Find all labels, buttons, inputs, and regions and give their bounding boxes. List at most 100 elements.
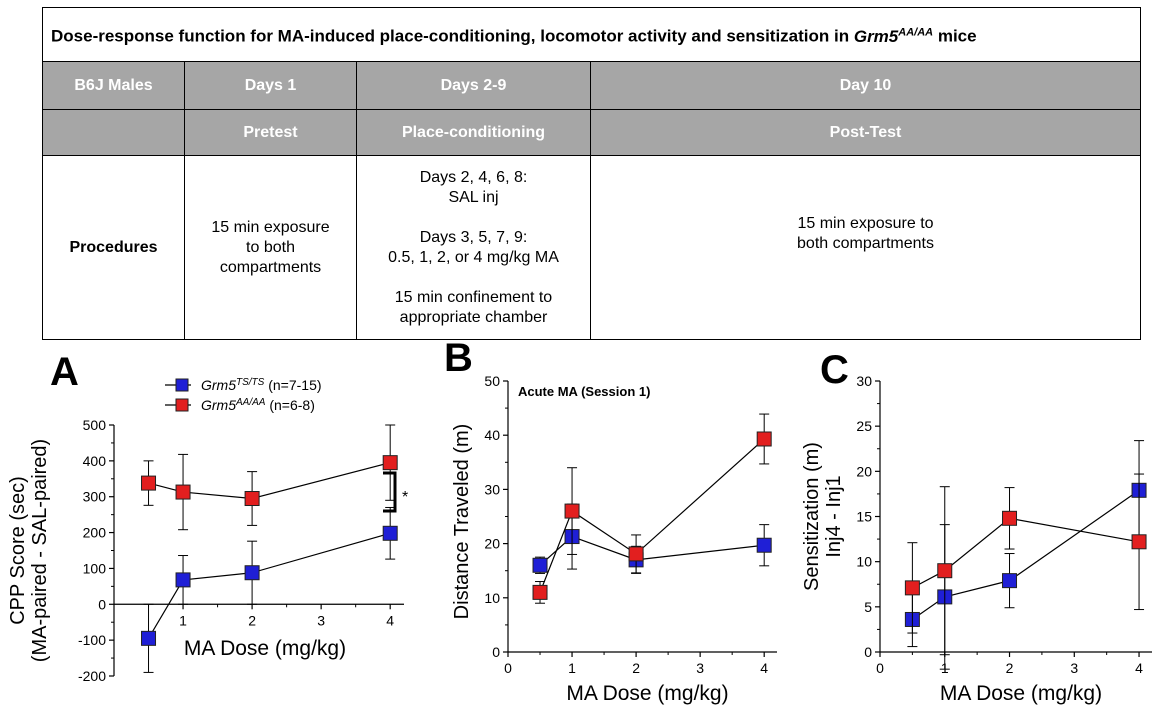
x-axis-label: MA Dose (mg/kg) [184,637,346,660]
legend-label: Grm5TS/TS (n=7-15) [201,377,322,393]
y-tick-label: 10 [856,554,872,570]
series-line [148,462,391,500]
y-tick-label: 200 [83,525,107,541]
x-tick-label: 1 [568,660,576,676]
data-point [382,455,398,471]
legend-label: Grm5AA/AA (n=6-8) [201,397,315,413]
data-point [756,431,772,447]
table-title-strain-sup: AA/AA [898,26,934,39]
significance-star: * [402,489,408,506]
table-title: Dose-response function for MA-induced pl… [41,7,1142,62]
x-tick-label: 4 [386,612,394,628]
x-tick-label: 4 [1135,660,1143,676]
y-tick-label: 500 [83,417,107,433]
x-axis-label: MA Dose (mg/kg) [566,682,728,705]
x-tick-label: 2 [248,612,256,628]
x-tick-label: 3 [1070,660,1078,676]
y-tick-label: 0 [98,596,106,612]
data-point [1002,510,1018,526]
procedures-label: Procedures [42,155,185,340]
subheader-cell [42,109,185,156]
legend-marker [175,378,189,392]
y-axis-label: Distance Traveled (m) [451,424,473,620]
y-tick-label: 20 [856,463,872,479]
data-point [564,503,580,519]
data-point [244,491,260,507]
data-point [175,484,191,500]
procedure-posttest: 15 min exposure to both compartments [589,155,1142,340]
table-title-strain: Grm5 [853,26,899,46]
data-point [532,584,548,600]
y-axis-label-line2: Inj4 - Inj1 [823,475,845,557]
x-tick-label: 2 [632,660,640,676]
header-cell: Day 10 [589,61,1142,110]
series-1 [141,424,398,531]
x-tick-label: 3 [696,660,704,676]
data-point [1131,534,1147,550]
y-tick-label: -200 [78,668,106,684]
data-point [141,630,157,646]
y-axis-label-line1: Sensitization (m) [801,442,823,591]
chart-panel-a: A -200 -100 0 100 200 300 400 500 1 2 3 4 MA Dose (mg… [7,350,408,684]
data-point [628,546,644,562]
data-point [1002,573,1018,589]
series-0 [904,440,1147,670]
significance-bracket [383,471,397,513]
panel-letter: A [50,350,79,394]
chart-panel-b: B 0 10 20 30 40 50 0 1 2 3 4 MA Dose (mg/kg) Distance… [444,336,777,705]
y-tick-label: 300 [83,489,107,505]
y-tick-label: 5 [864,599,872,615]
series-line [539,438,765,593]
header-cell: B6J Males [42,61,185,110]
data-point [382,525,398,541]
data-point [756,537,772,553]
y-tick-label: -100 [78,632,106,648]
y-tick-label: 0 [864,644,872,660]
y-tick-label: 25 [856,418,872,434]
data-point [904,580,920,596]
y-tick-label: 10 [484,590,500,606]
procedure-conditioning: Days 2, 4, 6, 8: SAL inj Days 3, 5, 7, 9… [356,155,591,340]
x-tick-label: 4 [760,660,768,676]
y-tick-label: 15 [856,509,872,525]
y-tick-label: 100 [83,560,107,576]
legend: Grm5TS/TS (n=7-15) Grm5AA/AA (n=6-8) [165,377,322,413]
y-tick-label: 30 [856,373,872,389]
series-1 [532,413,772,604]
x-tick-label: 2 [1006,660,1014,676]
y-tick-label: 40 [484,427,500,443]
protocol-table: Dose-response function for MA-induced pl… [41,7,1142,340]
y-axis-label-line2: (MA-paired - SAL-paired) [29,439,51,662]
subheader-cell: Post-Test [589,109,1142,156]
procedure-pretest: 15 min exposure to both compartments [184,155,357,340]
data-point [175,572,191,588]
series-1 [904,473,1147,656]
data-point [244,565,260,581]
y-tick-label: 50 [484,373,500,389]
x-axis-label: MA Dose (mg/kg) [940,682,1102,705]
x-tick-label: 0 [504,660,512,676]
header-cell: Days 1 [184,61,357,110]
panel-letter: B [444,336,473,380]
y-tick-label: 20 [484,536,500,552]
panel-subtitle: Acute MA (Session 1) [518,384,650,399]
y-tick-label: 0 [492,644,500,660]
data-point [937,563,953,579]
x-tick-label: 1 [179,612,187,628]
data-point [532,557,548,573]
legend-marker [175,398,189,412]
data-point [141,475,157,491]
y-tick-label: 400 [83,453,107,469]
table-title-text: Dose-response function for MA-induced pl… [51,26,854,46]
chart-panel-c: C05101520253001234MA Dose (mg/kg)Sensiti… [801,348,1152,705]
subheader-cell: Place-conditioning [356,109,591,156]
series-line [912,489,1140,620]
subheader-cell: Pretest [184,109,357,156]
x-tick-label: 3 [317,612,325,628]
panel-letter: C [820,348,849,392]
y-tick-label: 30 [484,481,500,497]
y-axis-label-line1: CPP Score (sec) [7,476,29,625]
series-line [148,532,391,639]
x-tick-label: 0 [876,660,884,676]
